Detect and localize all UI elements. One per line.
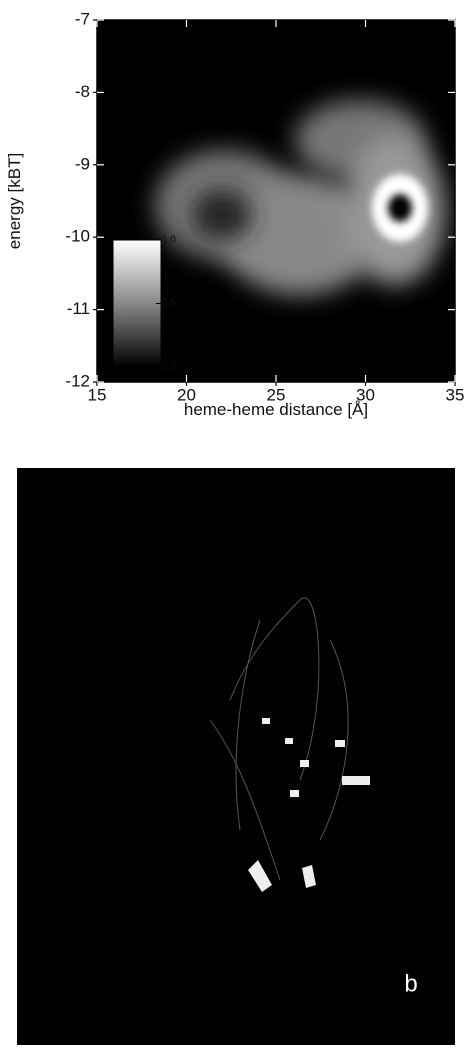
heme	[248, 860, 272, 892]
x-tick-label: 35	[446, 385, 465, 404]
density-hole	[192, 190, 252, 240]
hemes	[248, 718, 370, 892]
density	[155, 100, 445, 295]
x-tick-label: 30	[356, 385, 375, 404]
backbone	[235, 619, 261, 831]
x-tick-label: 15	[88, 385, 107, 404]
y-tick-label: -12	[65, 371, 90, 390]
colorbar-tick-label: 0.5	[162, 298, 176, 309]
y-tick-label: -9	[75, 154, 90, 173]
density-core	[388, 194, 412, 222]
y-tick-label: -10	[65, 227, 90, 246]
y-tick-label: -8	[75, 82, 90, 101]
colorbar	[112, 239, 162, 368]
backbone	[209, 719, 281, 881]
colorbar-tick-label: 1.0	[162, 235, 176, 246]
density-blob	[220, 175, 380, 295]
structure	[209, 597, 349, 881]
heme	[335, 740, 345, 747]
panel-label: b	[404, 970, 417, 997]
y-tick-label: -7	[75, 9, 90, 28]
y-axis-label: energy [kBT]	[5, 153, 24, 249]
heme	[302, 865, 316, 888]
y-tick-label: -11	[67, 299, 90, 318]
backbone	[319, 639, 349, 841]
x-tick-label: 20	[177, 385, 196, 404]
heme	[342, 776, 370, 785]
heme	[290, 790, 299, 797]
backbone	[229, 597, 320, 781]
x-tick-label: 25	[267, 385, 286, 404]
x-axis-label: heme-heme distance [Å]	[184, 400, 368, 419]
heme	[262, 718, 270, 724]
heme	[300, 760, 309, 767]
colorbar-tick-label: 0.0	[162, 362, 176, 373]
heme	[285, 738, 293, 744]
